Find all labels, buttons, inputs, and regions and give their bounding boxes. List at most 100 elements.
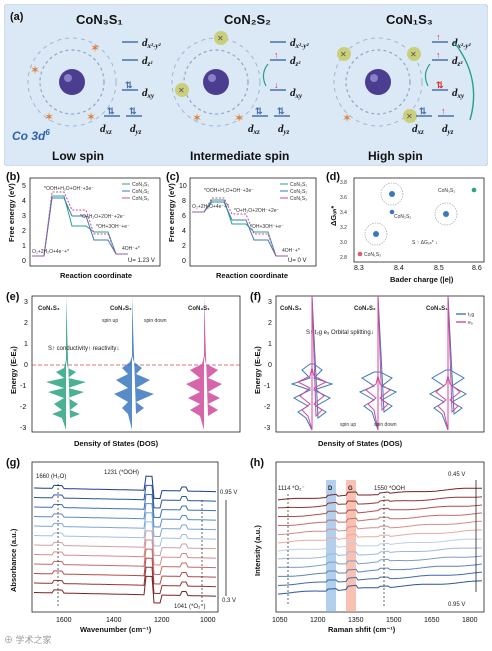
panel-c: (c) Free energy (eV) 10 8 6 4 2 0 *OOH+H… bbox=[166, 171, 317, 280]
panel-h-xlabel: Raman shfit (cm⁻¹) bbox=[328, 625, 396, 634]
raman-spectrum bbox=[277, 496, 483, 509]
band-g bbox=[346, 480, 356, 612]
point-con2s2 bbox=[389, 209, 395, 215]
svg-text:⇅: ⇅ bbox=[255, 106, 263, 116]
svg-text:3: 3 bbox=[22, 213, 26, 220]
svg-text:2.8: 2.8 bbox=[340, 255, 347, 261]
panel-h-label: (h) bbox=[250, 457, 264, 469]
svg-text:1000: 1000 bbox=[200, 617, 216, 624]
svg-text:O₂+2H₂O+4e⁻+*: O₂+2H₂O+4e⁻+* bbox=[192, 204, 229, 210]
panel-g-label: (g) bbox=[6, 457, 20, 469]
svg-text:8.3: 8.3 bbox=[354, 265, 364, 272]
svg-text:dyz: dyz bbox=[442, 123, 454, 136]
panel-c-xlabel: Reaction coordinate bbox=[216, 271, 288, 280]
svg-text:1: 1 bbox=[22, 243, 26, 250]
panel-g-xlabel: Wavenumber (cm⁻¹) bbox=[80, 625, 152, 634]
svg-text:-1: -1 bbox=[20, 383, 26, 390]
ftir-spectrum bbox=[34, 502, 216, 528]
svg-text:*OOH+H₂O+OH⁻+3e⁻: *OOH+H₂O+OH⁻+3e⁻ bbox=[44, 186, 94, 192]
svg-text:✕: ✕ bbox=[217, 34, 224, 43]
raman-spectrum bbox=[278, 571, 483, 586]
panel-c-ylabel: Free energy (eV) bbox=[167, 183, 176, 242]
svg-text:✶: ✶ bbox=[342, 111, 352, 125]
svg-text:↑: ↑ bbox=[274, 50, 279, 60]
spin-low: Low spin bbox=[52, 149, 104, 163]
title-con1s3: CoN₁S₃ bbox=[386, 12, 433, 27]
svg-text:↓: ↓ bbox=[274, 80, 279, 90]
svg-text:0: 0 bbox=[22, 258, 26, 265]
title-con2s2: CoN₂S₂ bbox=[224, 12, 271, 27]
dos-con3s1 bbox=[186, 296, 222, 430]
svg-text:dz²: dz² bbox=[142, 55, 153, 68]
svg-text:1350: 1350 bbox=[348, 617, 364, 624]
svg-text:✶: ✶ bbox=[234, 111, 244, 125]
svg-text:dyz: dyz bbox=[130, 123, 142, 136]
svg-text:1041 (*O₂⁻): 1041 (*O₂⁻) bbox=[174, 604, 206, 610]
svg-text:0.3 V: 0.3 V bbox=[222, 598, 236, 604]
svg-text:-3: -3 bbox=[264, 425, 270, 432]
svg-text:1200: 1200 bbox=[310, 617, 326, 624]
panel-d-structures bbox=[364, 182, 458, 246]
svg-text:1200: 1200 bbox=[154, 617, 170, 624]
panel-b-ylabel: Free energy (eV) bbox=[7, 183, 16, 242]
svg-text:CoN₃S₁: CoN₃S₁ bbox=[290, 182, 307, 188]
raman-spectrum bbox=[278, 512, 483, 526]
svg-text:4: 4 bbox=[182, 228, 186, 235]
svg-text:✶: ✶ bbox=[90, 41, 100, 55]
svg-text:1: 1 bbox=[268, 341, 272, 348]
svg-text:1114 *O₂⁻: 1114 *O₂⁻ bbox=[278, 486, 305, 492]
panel-g: (g) Absorbance (a.u.) 1660 (H₂O) 1231 (*… bbox=[6, 457, 237, 634]
raman-spectrum bbox=[278, 504, 483, 517]
svg-text:CoN₃S₁: CoN₃S₁ bbox=[438, 188, 455, 194]
panel-d-xticks: 8.3 8.4 8.5 8.6 bbox=[354, 265, 482, 272]
svg-text:5: 5 bbox=[22, 183, 26, 190]
svg-text:3.8: 3.8 bbox=[340, 180, 347, 186]
svg-text:S↑ t₂g e₉ Orbital splitting↓: S↑ t₂g e₉ Orbital splitting↓ bbox=[306, 330, 374, 336]
spin-intermediate: Intermediate spin bbox=[190, 149, 289, 163]
svg-text:U= 0 V: U= 0 V bbox=[288, 258, 307, 264]
svg-text:⇅: ⇅ bbox=[277, 106, 285, 116]
svg-text:8.4: 8.4 bbox=[394, 265, 404, 272]
svg-text:-2: -2 bbox=[20, 404, 26, 411]
svg-text:dxz: dxz bbox=[100, 123, 112, 136]
raman-spectrum bbox=[277, 547, 483, 560]
svg-text:4: 4 bbox=[22, 198, 26, 205]
ftir-spectrum bbox=[34, 575, 216, 604]
svg-text:CoN₃S₁: CoN₃S₁ bbox=[188, 306, 210, 312]
svg-text:dz²: dz² bbox=[290, 55, 301, 68]
svg-text:1400: 1400 bbox=[106, 617, 122, 624]
ftir-spectrum bbox=[34, 548, 216, 575]
panel-f-legend: t₂g e₉ bbox=[456, 312, 474, 326]
svg-text:1600: 1600 bbox=[56, 617, 72, 624]
svg-text:✶: ✶ bbox=[30, 63, 40, 77]
svg-text:CoN₂S₂: CoN₂S₂ bbox=[110, 306, 132, 312]
panel-f-ylabel: Energy (E-Eₓ) bbox=[253, 346, 262, 394]
panel-d-label: (d) bbox=[326, 171, 340, 183]
svg-text:✶: ✶ bbox=[192, 111, 202, 125]
raman-spectrum bbox=[278, 555, 483, 568]
svg-text:✕: ✕ bbox=[410, 50, 417, 59]
raman-spectrum bbox=[277, 538, 482, 552]
svg-text:*O+H₂O+2OH⁻+2e⁻: *O+H₂O+2OH⁻+2e⁻ bbox=[80, 214, 126, 220]
panel-b-steps bbox=[32, 191, 128, 257]
orbital-diagram-low: dx²-y² dz² ⇅ dxy ⇅ ⇅ dxz dyz bbox=[100, 37, 162, 136]
panel-a: (a) CoN₃S₁ CoN₂S₂ CoN₁S₃ ✶ ✶ ✶ ✶ ✕ ✕ ✶ ✶… bbox=[4, 4, 488, 166]
svg-text:D: D bbox=[328, 486, 333, 492]
ftir-spectrum bbox=[34, 512, 216, 537]
svg-text:⇅: ⇅ bbox=[125, 80, 133, 90]
panel-g-xticks: 1600 1400 1200 1000 bbox=[56, 617, 216, 624]
svg-text:1660 (H₂O): 1660 (H₂O) bbox=[36, 474, 66, 480]
point-con1s3 bbox=[357, 251, 363, 257]
svg-text:*O+H₂O+2OH⁻+2e⁻: *O+H₂O+2OH⁻+2e⁻ bbox=[234, 208, 280, 214]
svg-text:dx²-y²: dx²-y² bbox=[142, 37, 162, 50]
svg-text:2: 2 bbox=[182, 243, 186, 250]
svg-text:*OH+3OH⁻+e⁻: *OH+3OH⁻+e⁻ bbox=[250, 224, 284, 230]
raman-spectrum bbox=[277, 580, 482, 595]
point-con3s1 bbox=[471, 187, 477, 193]
orbital-diagram-intermediate: dx²-y² ↑ dz² ↓ dxy ⇅ ⇅ dxz dyz bbox=[248, 37, 310, 136]
svg-text:S↑ conductivity↑ reactivity↓: S↑ conductivity↑ reactivity↓ bbox=[48, 346, 119, 352]
svg-text:3: 3 bbox=[268, 299, 272, 306]
ftir-spectrum bbox=[34, 566, 216, 594]
svg-text:↑: ↑ bbox=[436, 50, 441, 60]
dos-con2s2 bbox=[114, 296, 154, 430]
